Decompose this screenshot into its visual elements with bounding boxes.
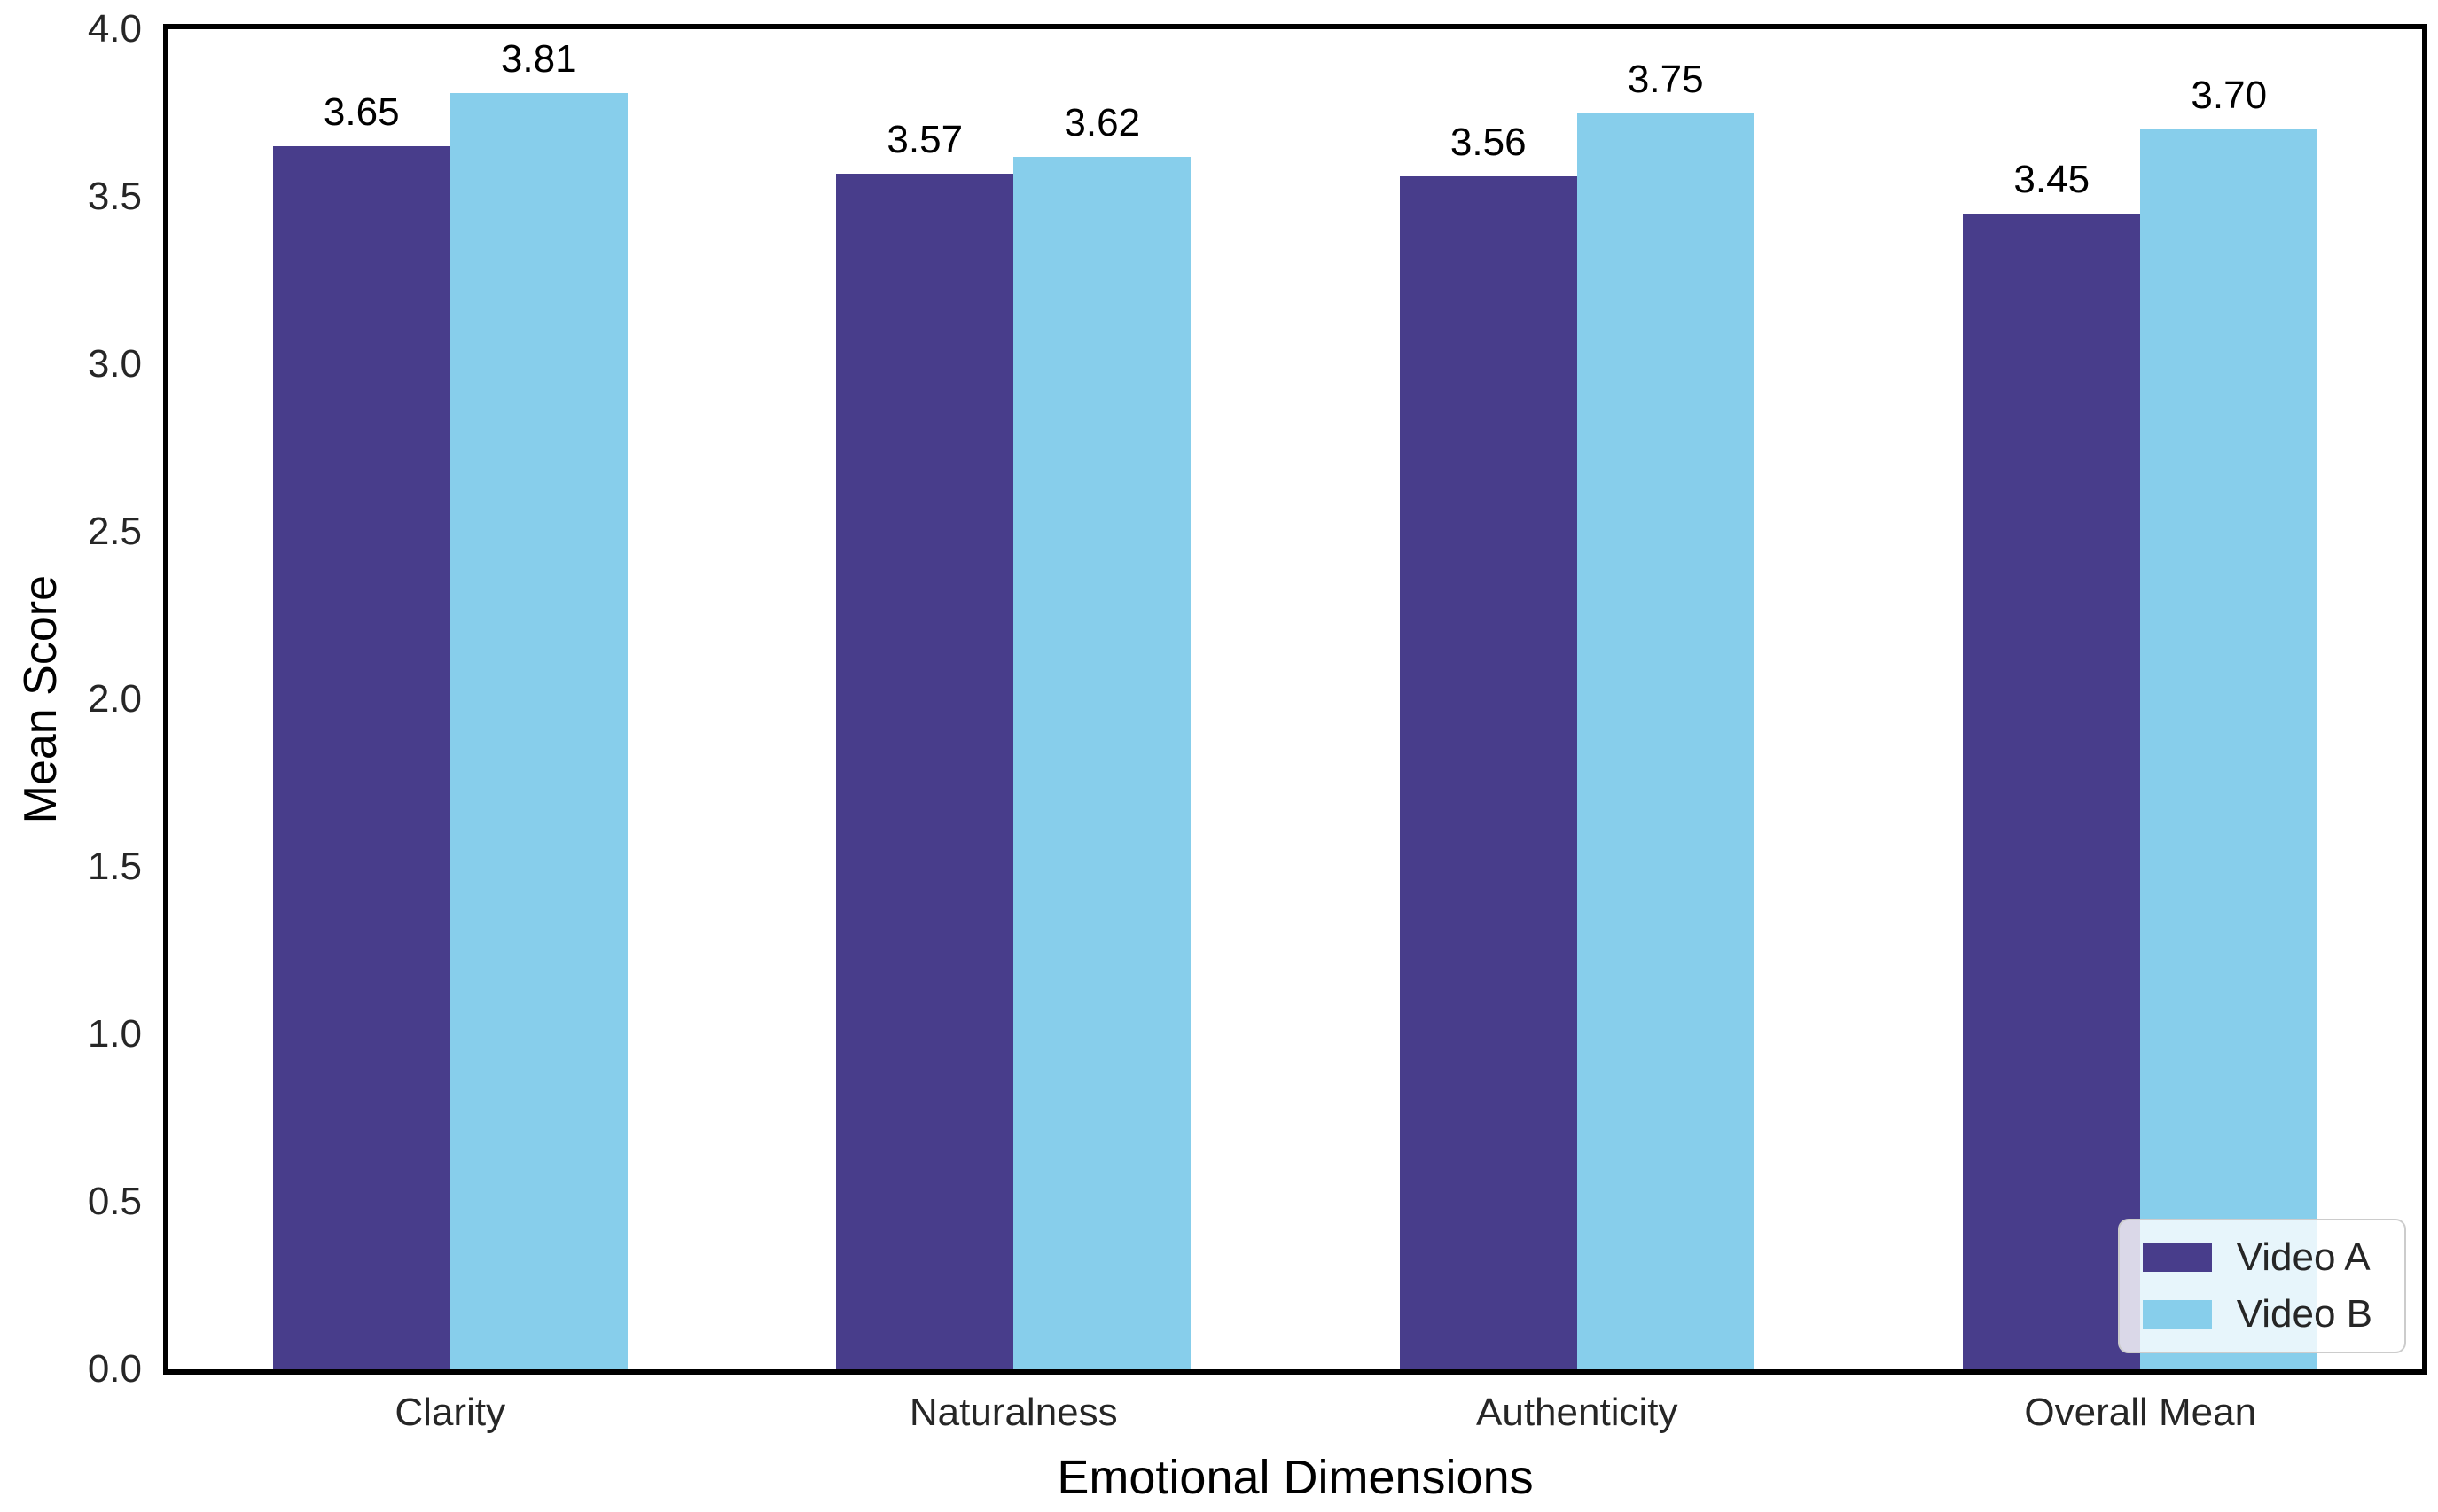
bar-video-b bbox=[449, 92, 628, 1369]
y-tick-label: 0.5 bbox=[87, 1180, 142, 1223]
bar-value-label: 3.45 bbox=[2013, 157, 2090, 201]
legend: Video A Video B bbox=[2117, 1219, 2406, 1353]
x-axis-title: Emotional Dimensions bbox=[1057, 1451, 1534, 1504]
y-tick-label: 4.0 bbox=[87, 7, 142, 51]
y-tick-label: 3.5 bbox=[87, 175, 142, 218]
bar-video-b bbox=[2140, 129, 2318, 1369]
bar-value-label: 3.56 bbox=[1450, 121, 1527, 165]
legend-swatch bbox=[2142, 1243, 2212, 1272]
bar-video-b bbox=[1013, 156, 1192, 1369]
bar-video-a bbox=[272, 146, 450, 1369]
bar-value-label: 3.62 bbox=[1064, 100, 1141, 144]
y-tick-label: 2.0 bbox=[87, 677, 142, 721]
legend-item: Video A bbox=[2142, 1235, 2372, 1279]
x-tick-label: Authenticity bbox=[1476, 1391, 1678, 1434]
bar-video-a bbox=[836, 173, 1014, 1369]
bar-value-label: 3.57 bbox=[887, 117, 964, 161]
y-tick-label: 2.5 bbox=[87, 510, 142, 553]
y-tick-label: 0.0 bbox=[87, 1347, 142, 1391]
bar-video-a bbox=[1399, 176, 1577, 1369]
x-tick-label: Clarity bbox=[395, 1391, 506, 1434]
y-tick-label: 3.0 bbox=[87, 342, 142, 386]
legend-item: Video B bbox=[2142, 1292, 2372, 1336]
y-tick-label: 1.5 bbox=[87, 845, 142, 888]
x-tick-label: Naturalness bbox=[909, 1391, 1118, 1434]
y-tick-label: 1.0 bbox=[87, 1012, 142, 1056]
legend-label: Video A bbox=[2236, 1235, 2371, 1279]
bar-value-label: 3.81 bbox=[500, 36, 577, 81]
x-tick-label: Overall Mean bbox=[2024, 1391, 2257, 1434]
bar-video-b bbox=[1576, 113, 1754, 1369]
bar-value-label: 3.65 bbox=[323, 90, 400, 135]
bar-video-a bbox=[1963, 213, 2141, 1369]
bar-value-label: 3.70 bbox=[2191, 74, 2268, 118]
legend-swatch bbox=[2142, 1300, 2212, 1329]
legend-label: Video B bbox=[2236, 1292, 2372, 1336]
bar-value-label: 3.75 bbox=[1627, 57, 1704, 101]
